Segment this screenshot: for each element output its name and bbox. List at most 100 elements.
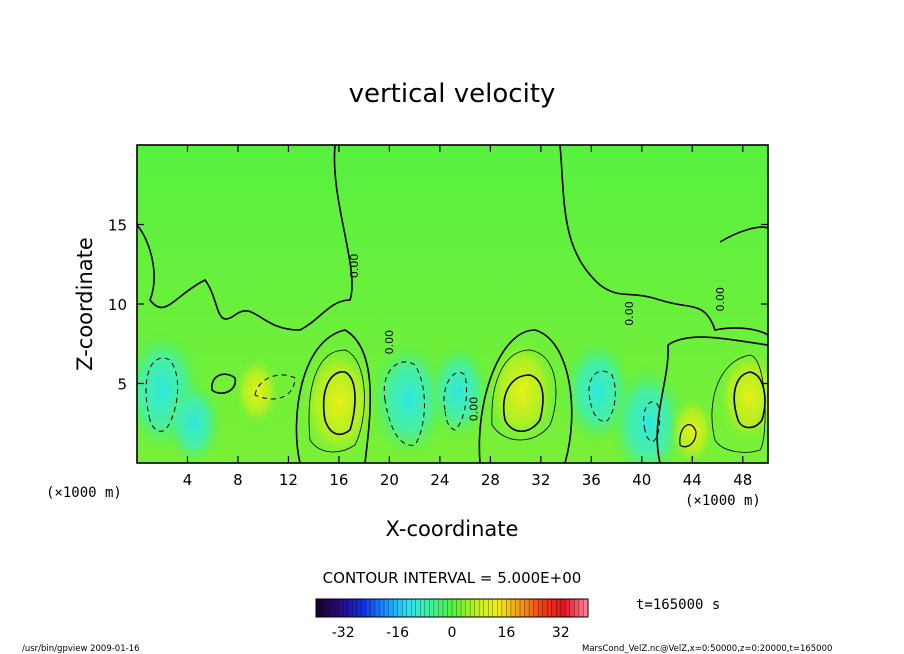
field-cells (137, 329, 768, 463)
zero-contour (559, 145, 768, 336)
negative-contour (254, 374, 296, 400)
colorbar-swatch (415, 599, 421, 617)
colorbar-swatch (379, 599, 385, 617)
colorbar-swatch (538, 599, 543, 617)
colorbar-swatch (402, 599, 407, 617)
footer-left: /usr/bin/gpview 2009-01-16 (22, 644, 140, 654)
colorbar-swatch (551, 599, 557, 617)
colorbar-swatch (474, 599, 480, 617)
colorbar-swatch (397, 599, 403, 617)
colorbar-swatch (556, 599, 562, 617)
x-tick-label: 44 (683, 471, 702, 489)
time-annotation: t=165000 s (636, 597, 720, 613)
colorbar-tick-label: 32 (552, 625, 570, 641)
colorbar-swatch (424, 599, 430, 617)
colorbar-swatch (456, 599, 462, 617)
contour-label: 0.00 (383, 330, 396, 355)
zero-contour (478, 329, 573, 463)
positive-contour (503, 374, 544, 433)
x-tick-label: 4 (183, 471, 193, 489)
x-unit-label-left: (×1000 m) (46, 485, 122, 501)
x-tick-label: 12 (279, 471, 298, 489)
x-tick-label: 24 (430, 471, 449, 489)
colorbar-swatch (316, 599, 321, 617)
colorbar-swatch (442, 599, 448, 617)
colorbar-tick-label: -32 (332, 625, 355, 641)
x-tick-label: 40 (632, 471, 651, 489)
y-axis-label: Z-coordinate (73, 237, 97, 371)
colorbar-swatch (388, 599, 394, 617)
footer-right: MarsCond_VelZ.nc@VelZ,x=0:50000,z=0:2000… (582, 644, 832, 654)
x-axis-ticks: 4 8 12 16 20 24 28 32 36 40 44 48 (183, 145, 752, 489)
colorbar-swatch (338, 599, 344, 617)
downdraft-cell (165, 380, 222, 463)
zero-contour (719, 226, 768, 243)
positive-contour (211, 373, 237, 394)
colorbar-swatch (506, 599, 512, 617)
colorbar-swatch (374, 599, 380, 617)
colorbar-swatch (447, 599, 453, 617)
positive-contour (308, 349, 365, 453)
negative-contour (443, 372, 468, 431)
colorbar-tick-label: 0 (448, 625, 457, 641)
colorbar-swatch (461, 599, 466, 617)
downdraft-cell (369, 340, 448, 459)
contour-label: 0.00 (714, 287, 727, 312)
colorbar-swatch (320, 599, 326, 617)
colorbar-swatch (452, 599, 457, 617)
colorbar-swatch (470, 599, 475, 617)
colorbar-swatch (343, 599, 349, 617)
colorbar-swatch (547, 599, 553, 617)
colorbar-swatch (533, 599, 539, 617)
colorbar-swatch (529, 599, 534, 617)
contour-lines (137, 145, 768, 463)
colorbar-swatch (334, 599, 339, 617)
colorbar-swatch (483, 599, 489, 617)
colorbar-swatch (578, 599, 584, 617)
plot-area: 0.000.000.000.000.00 4 8 12 16 20 24 28 32 36 40 4… (108, 144, 769, 489)
colorbar-swatch (492, 599, 498, 617)
x-tick-label: 28 (481, 471, 500, 489)
colorbar-tick-label: -16 (386, 625, 409, 641)
x-tick-label: 20 (380, 471, 399, 489)
colorbar-swatch (524, 599, 530, 617)
positive-contour (322, 371, 356, 436)
x-axis-label: X-coordinate (386, 517, 519, 541)
colorbar-swatch (393, 599, 398, 617)
zero-contour (656, 336, 768, 463)
chart-title: vertical velocity (349, 79, 556, 109)
colorbar-swatch (497, 599, 503, 617)
colorbar-swatch (429, 599, 435, 617)
colorbar-swatch (510, 599, 516, 617)
x-tick-label: 32 (531, 471, 550, 489)
colorbar-swatch (325, 599, 330, 617)
colorbar-swatch (560, 599, 566, 617)
colorbar-swatch (384, 599, 389, 617)
colorbar-swatch (542, 599, 548, 617)
colorbar-swatch (433, 599, 439, 617)
colorbar-swatch (488, 599, 494, 617)
x-tick-label: 8 (233, 471, 243, 489)
downdraft-cell (609, 363, 687, 463)
negative-contour (145, 357, 179, 432)
colorbar-swatch (574, 599, 580, 617)
colorbar-swatch (406, 599, 412, 617)
updraft-cell (713, 342, 768, 451)
colorbar-swatch (515, 599, 521, 617)
positive-contour (679, 424, 697, 448)
colorbar-swatch (420, 599, 426, 617)
positive-contour (491, 349, 557, 441)
colorbar-swatch (352, 599, 358, 617)
colorbar-swatch (365, 599, 371, 617)
colorbar-swatch (438, 599, 444, 617)
x-tick-label: 16 (329, 471, 348, 489)
x-tick-label: 36 (582, 471, 601, 489)
x-tick-label: 48 (733, 471, 752, 489)
colorbar-swatch (569, 599, 575, 617)
zero-contour-labels: 0.00 0.00 0.00 0.00 0.00 (348, 254, 727, 422)
colorbar-swatch (501, 599, 507, 617)
contour-label: 0.00 (348, 254, 361, 279)
colorbar-swatch (370, 599, 376, 617)
y-tick-label: 5 (117, 376, 127, 394)
negative-contour (643, 401, 661, 443)
